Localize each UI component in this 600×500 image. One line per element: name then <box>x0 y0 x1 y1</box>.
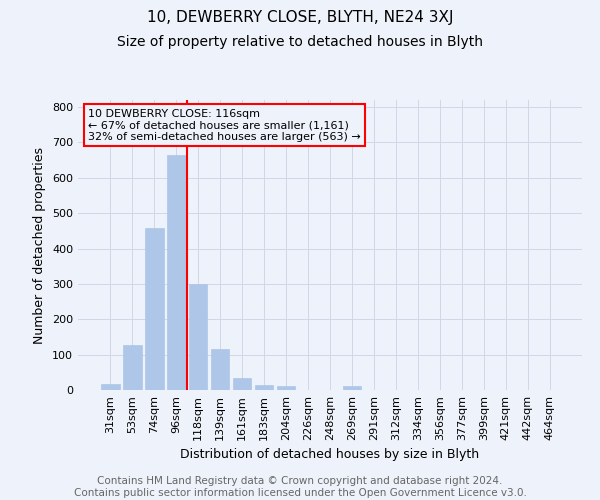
Text: 10 DEWBERRY CLOSE: 116sqm
← 67% of detached houses are smaller (1,161)
32% of se: 10 DEWBERRY CLOSE: 116sqm ← 67% of detac… <box>88 108 361 142</box>
Text: 10, DEWBERRY CLOSE, BLYTH, NE24 3XJ: 10, DEWBERRY CLOSE, BLYTH, NE24 3XJ <box>147 10 453 25</box>
Y-axis label: Number of detached properties: Number of detached properties <box>34 146 46 344</box>
Text: Contains HM Land Registry data © Crown copyright and database right 2024.
Contai: Contains HM Land Registry data © Crown c… <box>74 476 526 498</box>
X-axis label: Distribution of detached houses by size in Blyth: Distribution of detached houses by size … <box>181 448 479 462</box>
Bar <box>277 386 295 390</box>
Bar <box>101 384 119 390</box>
Text: Size of property relative to detached houses in Blyth: Size of property relative to detached ho… <box>117 35 483 49</box>
Bar <box>123 345 142 390</box>
Bar <box>343 386 361 390</box>
Bar <box>255 384 274 390</box>
Bar <box>145 228 164 390</box>
Bar <box>211 350 229 390</box>
Bar <box>233 378 251 390</box>
Bar <box>167 155 185 390</box>
Bar <box>189 284 208 390</box>
